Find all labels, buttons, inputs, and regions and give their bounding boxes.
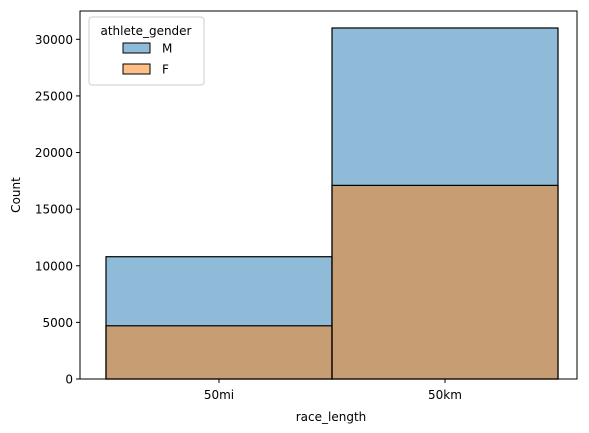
y-tick-label: 20000 (35, 146, 73, 160)
legend: athlete_gender MF (88, 16, 205, 86)
bar-F-50mi (105, 325, 333, 380)
y-tick-label: 0 (65, 373, 73, 387)
y-axis-label: Count (9, 177, 23, 213)
legend-swatch-F (122, 63, 151, 75)
x-tick-label: 50mi (204, 388, 234, 402)
y-tick-label: 25000 (35, 89, 73, 103)
legend-label-M: M (162, 42, 172, 56)
x-axis-label: race_length (296, 410, 367, 424)
bar-F-50km (331, 184, 559, 380)
plot-frame (79, 10, 578, 380)
bars-layer (105, 27, 559, 380)
y-tick-label: 15000 (35, 203, 73, 217)
y-tick-label: 5000 (42, 316, 73, 330)
x-tick-label: 50km (428, 388, 462, 402)
y-axis: 0 5000 10000 15000 20000 25000 30000 (35, 33, 80, 387)
y-tick-label: 10000 (35, 259, 73, 273)
x-axis: 50mi 50km (204, 379, 462, 402)
y-tick-label: 30000 (35, 33, 73, 47)
legend-swatch-M (122, 42, 151, 54)
legend-label-F: F (162, 63, 169, 77)
legend-title: athlete_gender (100, 24, 191, 38)
